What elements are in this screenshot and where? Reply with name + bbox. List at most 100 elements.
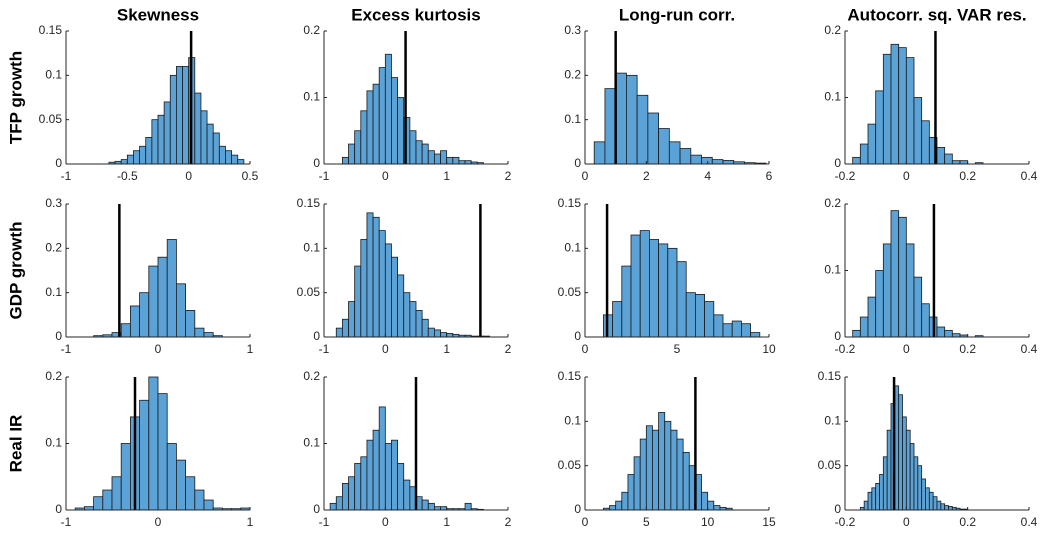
x-tick-label: 0 [155,342,162,356]
histogram-bar [593,141,606,165]
histogram-bar [378,67,386,165]
column-title: Autocorr. sq. VAR res. [847,5,1026,24]
histogram-bar [867,296,877,338]
histogram-bar [335,327,343,338]
y-tick-label: 0.1 [45,285,62,299]
y-tick-label: 0.15 [558,369,582,383]
histogram-bar [157,256,168,338]
histogram-bar [391,77,399,165]
histogram-bar [731,320,742,338]
histogram-bar [372,216,380,338]
histogram-bar [372,83,380,165]
histogram-panel: 0 0.05 0.1 0.15 0 5 10 15 [558,369,776,529]
histogram-bar [139,145,147,165]
histogram-bar [652,429,660,511]
column-title: Long-run corr. [619,5,735,24]
histogram-bar [879,474,884,511]
histogram-bar [354,130,362,165]
histogram-bar [126,154,134,165]
histogram-bar [148,376,159,511]
histogram-bar [348,301,356,338]
histogram-bar [875,482,880,511]
y-tick-label: 0.15 [558,196,582,210]
x-tick-label: 6 [766,169,773,183]
histogram-bar [639,230,650,338]
histogram-bar [667,247,678,338]
histogram-bar [421,318,429,338]
histogram-bar [658,243,669,338]
histogram-bar [194,489,205,511]
x-tick-label: 0 [155,515,162,529]
y-tick-label: 0 [313,502,320,516]
y-tick-label: 0.05 [818,458,842,472]
histogram-bar [421,499,429,511]
histogram-bar [206,123,214,165]
y-tick-label: 0.05 [297,285,321,299]
histogram-bar [886,429,892,511]
histogram-bar [750,332,761,338]
histogram-bar [384,443,392,511]
y-tick-label: 0.1 [824,263,841,277]
histogram-bar [433,153,441,165]
histogram-bar [909,443,915,511]
x-tick-label: 1 [247,342,254,356]
histogram-bar [169,74,177,165]
histogram-bar [185,476,196,511]
x-tick-label: 0.2 [959,515,976,529]
row-label: Real IR [6,415,25,473]
histogram-bar [701,156,713,165]
histogram-bar [867,123,877,165]
histogram-bar [867,491,873,511]
x-tick-label: 0 [903,169,910,183]
x-tick-label: 0 [582,515,589,529]
x-tick-label: 4 [704,169,711,183]
histogram-bar [421,143,429,165]
y-tick-label: 0.1 [824,90,841,104]
histogram-bar [225,150,232,165]
y-tick-label: 0 [574,329,581,343]
histogram-bar [111,476,122,511]
histogram-bar [378,406,386,511]
histogram-bar [948,506,953,511]
histogram-bar [391,439,399,511]
histogram-bar [936,326,946,338]
histogram-bar [360,456,368,511]
histogram-bar [649,239,660,338]
histogram-bar [366,439,374,511]
histogram-bar [863,500,869,511]
histogram-bar [658,412,666,511]
y-tick-label: 0 [313,156,320,170]
histogram-bar [403,479,411,511]
histogram-bar [722,160,735,165]
histogram-bar [366,212,374,338]
histogram-bar [695,294,706,338]
histogram-bar [212,132,220,165]
histogram-bar [120,323,131,338]
histogram-panel: 0 0.05 0.1 0.15 0 5 10 [558,196,776,356]
x-tick-label: 0.4 [1021,515,1038,529]
histogram-bar [335,496,343,511]
histogram-bar [852,156,861,165]
histogram-bar [940,503,946,511]
histogram-bar [890,210,900,338]
y-tick-label: 0.1 [303,436,320,450]
histogram-bar [397,97,405,165]
x-tick-label: 0.4 [1021,169,1038,183]
histogram-bar [636,94,649,165]
histogram-panel: 00.10.2-1 0 1 2 [303,369,511,529]
histogram-bar [905,429,911,511]
x-tick-label: 0.2 [959,342,976,356]
histogram-bar [384,53,392,165]
histogram-bar [898,394,903,511]
y-tick-label: 0.1 [824,414,841,428]
histogram-bar [894,385,900,511]
histogram-bar [372,429,380,511]
y-tick-label: 0.15 [297,196,321,210]
y-tick-label: 0.3 [45,196,62,210]
x-tick-label: 0 [185,169,192,183]
y-tick-label: 0.1 [303,241,320,255]
y-tick-label: 0.2 [824,23,841,37]
